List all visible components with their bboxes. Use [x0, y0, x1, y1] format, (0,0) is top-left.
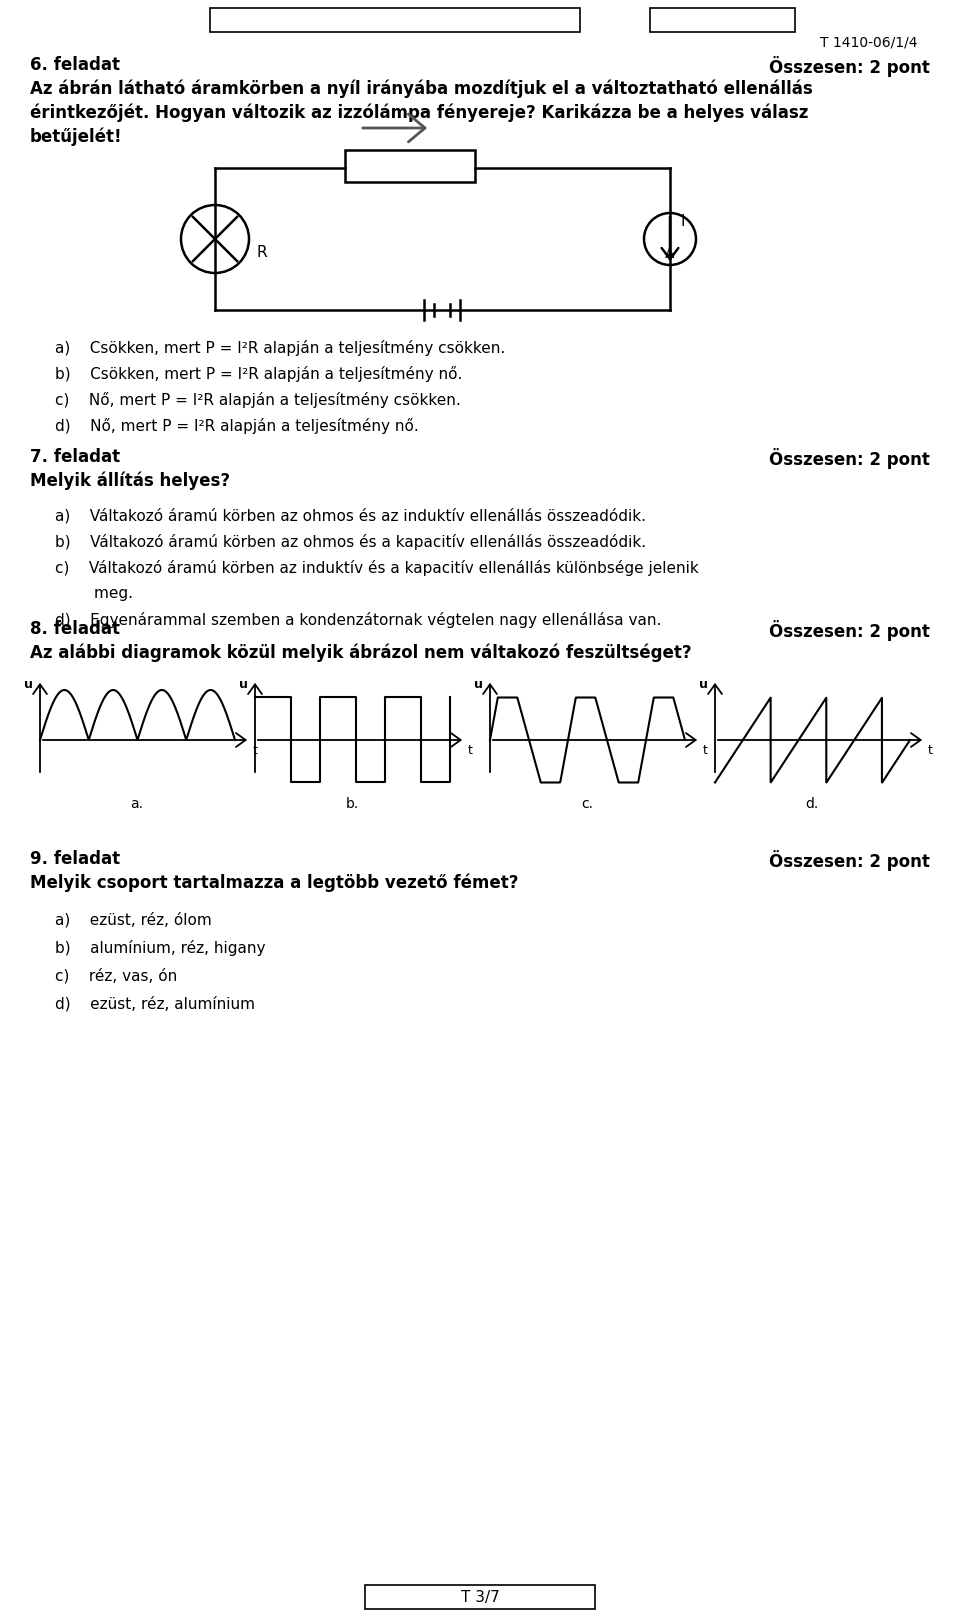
- Bar: [365, 1585, 595, 1609]
- Text: 6. feladat: 6. feladat: [30, 57, 120, 74]
- Text: t: t: [253, 745, 258, 758]
- Text: Az alábbi diagramok közül melyik ábrázol nem váltakozó feszültséget?: Az alábbi diagramok közül melyik ábrázol…: [30, 644, 691, 662]
- Text: Az ábrán látható áramkörben a nyíl irányába mozdítjuk el a változtatható ellenál: Az ábrán látható áramkörben a nyíl irány…: [30, 79, 813, 99]
- Text: d)    ezüst, réz, alumínium: d) ezüst, réz, alumínium: [55, 996, 255, 1012]
- Text: u: u: [473, 678, 483, 691]
- Text: t: t: [703, 745, 708, 758]
- Text: érintkezőjét. Hogyan változik az izzólámpa fényereje? Karikázza be a helyes vála: érintkezőjét. Hogyan változik az izzólám…: [30, 104, 808, 123]
- Circle shape: [181, 206, 249, 274]
- Text: d)    Egyenárammal szemben a kondenzátornak végtelen nagy ellenállása van.: d) Egyenárammal szemben a kondenzátornak…: [55, 612, 661, 628]
- Text: d.: d.: [805, 797, 819, 811]
- Text: T 1410-06/1/4: T 1410-06/1/4: [820, 36, 918, 50]
- Text: u: u: [699, 678, 708, 691]
- Text: R: R: [257, 244, 268, 261]
- Text: c)    Váltakozó áramú körben az induktív és a kapacitív ellenállás különbsége je: c) Váltakozó áramú körben az induktív és…: [55, 560, 699, 576]
- Text: b.: b.: [346, 797, 359, 811]
- Text: c)    Nő, mert P = I²R alapján a teljesítmény csökken.: c) Nő, mert P = I²R alapján a teljesítmé…: [55, 392, 461, 408]
- Text: Összesen: 2 pont: Összesen: 2 pont: [769, 620, 930, 641]
- Text: c.: c.: [581, 797, 593, 811]
- Text: 9. feladat: 9. feladat: [30, 850, 120, 868]
- Text: I: I: [680, 214, 684, 228]
- Text: betűjelét!: betűjelét!: [30, 128, 123, 146]
- Text: a)    ezüst, réz, ólom: a) ezüst, réz, ólom: [55, 911, 212, 928]
- Text: T 3/7: T 3/7: [461, 1590, 499, 1604]
- Bar: [650, 8, 795, 32]
- Text: Melyik csoport tartalmazza a legtöbb vezető fémet?: Melyik csoport tartalmazza a legtöbb vez…: [30, 874, 518, 892]
- Text: u: u: [239, 678, 248, 691]
- Text: t: t: [928, 745, 933, 758]
- Text: u: u: [24, 678, 33, 691]
- Text: Összesen: 2 pont: Összesen: 2 pont: [769, 448, 930, 470]
- Text: c)    réz, vas, ón: c) réz, vas, ón: [55, 968, 178, 983]
- Text: b)    alumínium, réz, higany: b) alumínium, réz, higany: [55, 941, 266, 955]
- Text: t: t: [468, 745, 473, 758]
- Text: A: A: [665, 248, 675, 261]
- Text: Összesen: 2 pont: Összesen: 2 pont: [769, 850, 930, 871]
- Text: d)    Nő, mert P = I²R alapján a teljesítmény nő.: d) Nő, mert P = I²R alapján a teljesítmé…: [55, 418, 419, 434]
- Text: meg.: meg.: [55, 586, 133, 601]
- Text: a)    Váltakozó áramú körben az ohmos és az induktív ellenállás összeadódik.: a) Váltakozó áramú körben az ohmos és az…: [55, 508, 646, 523]
- Circle shape: [644, 214, 696, 266]
- Text: Összesen: 2 pont: Összesen: 2 pont: [769, 57, 930, 78]
- Text: 7. feladat: 7. feladat: [30, 448, 120, 466]
- Bar: [345, 151, 475, 181]
- Text: a)    Csökken, mert P = I²R alapján a teljesítmény csökken.: a) Csökken, mert P = I²R alapján a telje…: [55, 340, 505, 356]
- Bar: [210, 8, 580, 32]
- Text: b)    Váltakozó áramú körben az ohmos és a kapacitív ellenállás összeadódik.: b) Váltakozó áramú körben az ohmos és a …: [55, 534, 646, 550]
- Text: b)    Csökken, mert P = I²R alapján a teljesítmény nő.: b) Csökken, mert P = I²R alapján a telje…: [55, 366, 463, 382]
- Text: a.: a.: [131, 797, 143, 811]
- Text: 8. feladat: 8. feladat: [30, 620, 120, 638]
- Text: Melyik állítás helyes?: Melyik állítás helyes?: [30, 473, 230, 491]
